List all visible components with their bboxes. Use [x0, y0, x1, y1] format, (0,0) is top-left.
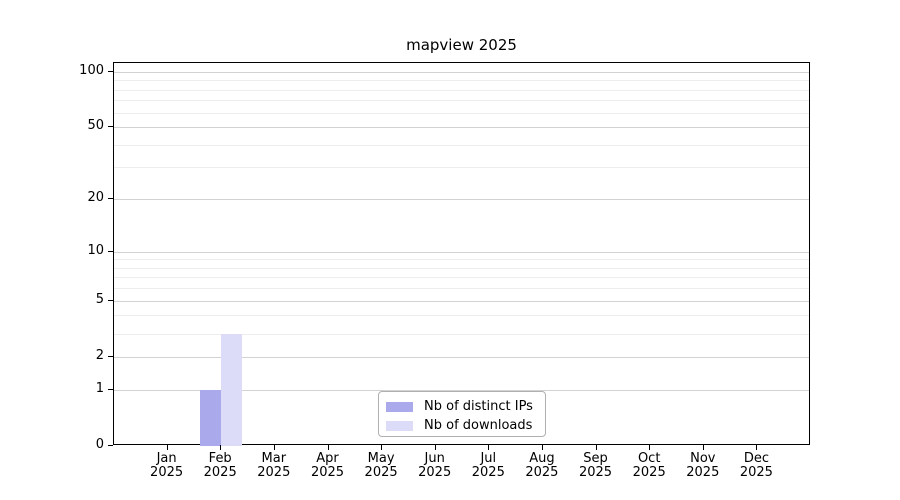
legend-item-distinct-ips: Nb of distinct IPs — [386, 398, 537, 415]
x-axis-tick-label-year: 2025 — [632, 465, 666, 480]
x-axis-tick-label: Dec 2025 — [724, 452, 788, 480]
gridline-major — [114, 71, 809, 73]
bar-distinct-ips-feb — [200, 389, 222, 446]
y-axis-tick — [108, 250, 113, 252]
y-axis-tick — [108, 445, 113, 446]
gridline-minor — [114, 100, 809, 102]
gridline-minor — [114, 89, 809, 91]
x-axis-tick-label-year: 2025 — [150, 465, 184, 480]
gridline-minor — [114, 277, 809, 279]
x-axis-tick-label-year: 2025 — [418, 465, 452, 480]
bar-downloads-feb — [221, 333, 243, 446]
x-axis-tick-label-year: 2025 — [310, 465, 345, 480]
x-axis-tick-label: Mar 2025 — [242, 452, 306, 480]
gridline-major — [114, 356, 809, 358]
y-axis-tick-label: 0 — [95, 437, 104, 452]
gridline-major — [114, 127, 809, 128]
gridline-major — [114, 199, 809, 200]
x-axis-tick-label-year: 2025 — [471, 465, 505, 480]
x-axis-tick-label: Feb 2025 — [188, 452, 252, 480]
y-axis-tick — [108, 388, 113, 390]
x-axis-tick — [702, 445, 704, 450]
x-axis-tick-label: Aug 2025 — [510, 452, 574, 480]
y-axis-tick-label: 10 — [87, 242, 104, 258]
x-axis-tick — [434, 445, 436, 450]
y-axis-tick-label: 100 — [79, 62, 104, 78]
legend-swatch-downloads — [386, 420, 413, 431]
x-axis-tick-label: Sep 2025 — [564, 452, 628, 480]
x-axis-tick-label: Oct 2025 — [617, 452, 681, 480]
gridline-major — [114, 251, 809, 253]
x-axis-tick — [756, 445, 758, 450]
y-axis-tick — [108, 198, 113, 199]
gridlines-layer — [114, 63, 809, 444]
y-axis-tick-label: 50 — [87, 118, 104, 133]
gridline-minor — [114, 315, 809, 317]
x-axis-tick-label: Nov 2025 — [671, 452, 735, 480]
chart-title: mapview 2025 — [406, 36, 517, 54]
x-axis-tick-label-year: 2025 — [525, 465, 559, 480]
x-axis-tick-label-year: 2025 — [257, 465, 291, 480]
y-axis-tick-label: 5 — [95, 291, 104, 307]
x-axis-tick-label-year: 2025 — [578, 465, 613, 480]
plot-area — [113, 62, 810, 446]
gridline-minor — [114, 80, 809, 82]
y-axis-tick — [108, 126, 113, 127]
legend: Nb of distinct IPs Nb of downloads — [378, 391, 546, 437]
legend-swatch-distinct-ips — [386, 401, 413, 412]
x-axis-tick-label-year: 2025 — [686, 465, 720, 480]
legend-item-downloads: Nb of downloads — [386, 417, 537, 434]
y-axis-tick-label: 20 — [87, 190, 104, 205]
x-axis-tick-label: Jul 2025 — [456, 452, 520, 480]
x-axis-tick — [649, 445, 651, 450]
x-axis-tick — [541, 445, 543, 450]
gridline-minor — [114, 333, 809, 335]
x-axis-tick-label-year: 2025 — [364, 465, 398, 480]
bars-layer — [114, 63, 809, 446]
x-axis-tick — [381, 445, 383, 450]
gridline-minor — [114, 112, 809, 114]
gridline-minor — [114, 288, 809, 290]
legend-label-downloads: Nb of downloads — [424, 418, 533, 433]
gridline-major — [114, 389, 809, 391]
gridline-minor — [114, 144, 809, 146]
gridline-minor — [114, 167, 809, 169]
x-axis-tick-label: Apr 2025 — [296, 452, 360, 480]
gridline-major — [114, 300, 809, 302]
x-axis-tick — [273, 445, 275, 450]
legend-label-distinct-ips: Nb of distinct IPs — [424, 399, 533, 414]
y-axis-tick-label: 2 — [95, 347, 104, 363]
y-axis-tick — [108, 355, 113, 357]
x-axis-tick-label: Jun 2025 — [403, 452, 467, 480]
x-axis-tick-label-year: 2025 — [739, 465, 773, 480]
x-axis-tick — [488, 445, 490, 450]
y-axis-tick — [108, 299, 113, 301]
gridline-minor — [114, 267, 809, 269]
y-axis-tick-label: 1 — [95, 380, 104, 396]
x-axis-tick — [220, 445, 222, 450]
x-axis-tick-label: May 2025 — [349, 452, 413, 480]
x-axis-tick — [327, 445, 329, 450]
x-axis-tick-label: Jan 2025 — [135, 452, 199, 480]
x-axis-tick-label-year: 2025 — [203, 465, 237, 480]
y-axis-tick — [108, 70, 113, 72]
x-axis-tick — [595, 445, 597, 450]
gridline-minor — [114, 259, 809, 261]
x-axis-tick — [166, 445, 168, 450]
